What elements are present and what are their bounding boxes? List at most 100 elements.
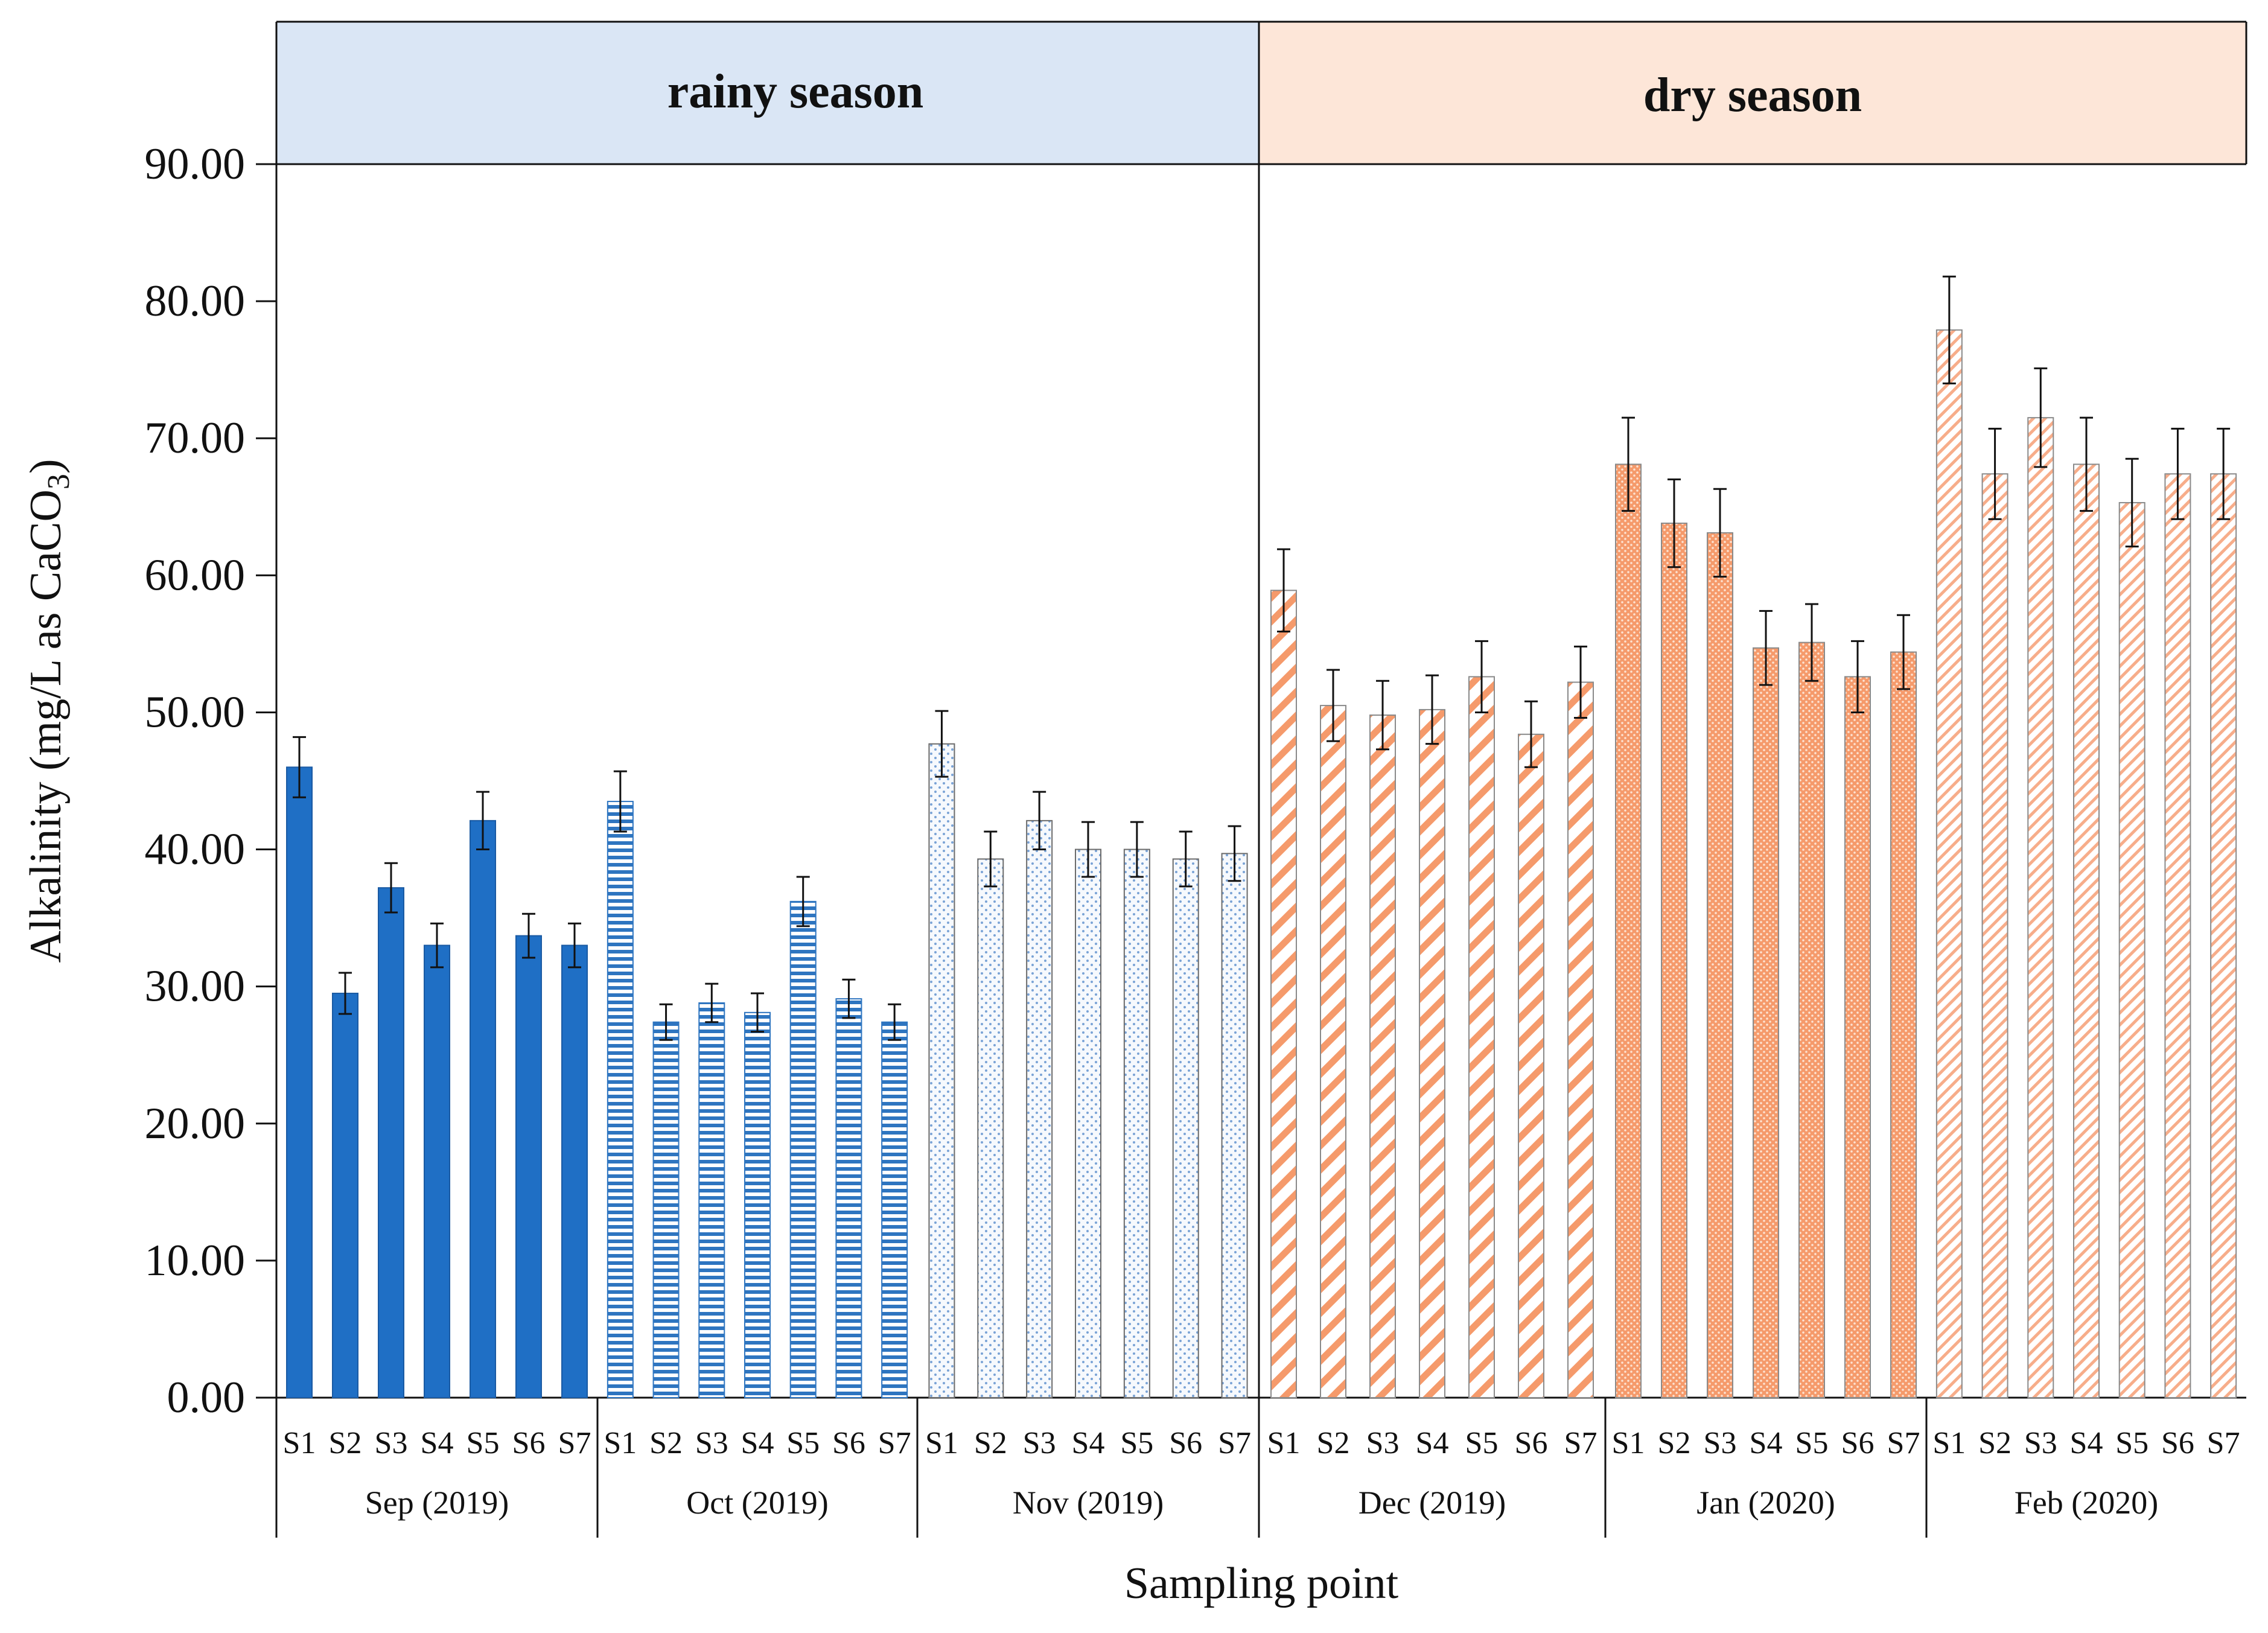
x-tick-label: S5 — [1795, 1426, 1829, 1460]
y-tick-label: 0.00 — [167, 1373, 246, 1422]
bar-oct-s5 — [789, 900, 817, 1398]
x-tick-label: S7 — [1887, 1426, 1920, 1460]
y-tick-label: 30.00 — [145, 962, 246, 1011]
bar-oct-s3 — [698, 1002, 725, 1399]
bar-nov-s5 — [1123, 848, 1150, 1398]
bar-dec-s2 — [1320, 705, 1346, 1398]
x-tick-label: S4 — [1750, 1426, 1783, 1460]
bar-feb-s2 — [1981, 473, 2008, 1398]
y-tick-label: 80.00 — [145, 276, 246, 326]
bar-sep-s2 — [332, 993, 358, 1398]
y-tick-label: 70.00 — [145, 413, 246, 463]
bar-sep-s1 — [286, 766, 313, 1398]
bar-dec-s5 — [1468, 676, 1495, 1398]
x-tick-label: S2 — [1317, 1426, 1350, 1460]
month-label: Dec (2019) — [1359, 1485, 1506, 1521]
bar-feb-s4 — [2073, 463, 2100, 1399]
x-tick-label: S6 — [1841, 1426, 1875, 1460]
x-tick-label: S5 — [1120, 1426, 1153, 1460]
bar-jan-s3 — [1707, 532, 1733, 1399]
x-tick-label: S3 — [1704, 1426, 1737, 1460]
y-axis-title-subscript: 3 — [42, 474, 76, 489]
y-axis-title-main: Alkalinity (mg/L as CaCO — [21, 489, 71, 963]
x-tick-label: S1 — [925, 1426, 958, 1460]
month-label: Nov (2019) — [1013, 1485, 1164, 1521]
x-tick-label: S4 — [2070, 1426, 2103, 1460]
x-tick-label: S1 — [283, 1426, 316, 1460]
y-tick-label: 40.00 — [145, 825, 246, 874]
bar-nov-s4 — [1075, 848, 1101, 1398]
bars — [286, 275, 2237, 1399]
x-tick-label: S1 — [604, 1426, 637, 1460]
bar-dec-s7 — [1567, 681, 1594, 1398]
x-tick-label: S2 — [329, 1426, 362, 1460]
x-tick-label: S5 — [786, 1426, 820, 1460]
x-tick-label: S7 — [878, 1426, 911, 1460]
x-tick-label: S6 — [2161, 1426, 2194, 1460]
bar-jan-s6 — [1844, 676, 1871, 1398]
dry-season-label: dry season — [1643, 69, 1862, 122]
bar-jan-s2 — [1661, 523, 1687, 1398]
bar-oct-s1 — [607, 801, 634, 1398]
x-tick-label: S4 — [1416, 1426, 1449, 1460]
x-tick-label: S3 — [1366, 1426, 1400, 1460]
y-tick-label: 10.00 — [145, 1236, 246, 1285]
x-tick-label: S4 — [1072, 1426, 1105, 1460]
bar-jan-s1 — [1615, 463, 1642, 1399]
bar-nov-s3 — [1026, 820, 1053, 1398]
bar-jan-s7 — [1890, 651, 1917, 1398]
x-tick-label: S7 — [1564, 1426, 1597, 1460]
month-label: Sep (2019) — [365, 1485, 509, 1521]
y-tick-label: 20.00 — [145, 1099, 246, 1148]
x-axis: S1 S2 S3 S4 S5 S6 S7 Sep (2019) S1 S2 S3 S4 S5 S6 S7 Oc… — [283, 1398, 2240, 1538]
x-tick-label: S2 — [1978, 1426, 2012, 1460]
dry-season-band — [1259, 22, 2246, 164]
bar-nov-s6 — [1172, 858, 1199, 1399]
x-tick-label: S4 — [741, 1426, 774, 1460]
bar-nov-s1 — [928, 743, 955, 1398]
bar-sep-s7 — [561, 944, 588, 1398]
bar-nov-s7 — [1221, 853, 1248, 1398]
x-tick-label: S3 — [1023, 1426, 1056, 1460]
x-tick-label: S5 — [467, 1426, 500, 1460]
bar-oct-s6 — [835, 998, 862, 1398]
x-tick-label: S3 — [2024, 1426, 2057, 1460]
x-tick-label: S3 — [375, 1426, 408, 1460]
x-tick-label: S1 — [1932, 1426, 1966, 1460]
bar-feb-s5 — [2118, 501, 2145, 1398]
bar-sep-s6 — [515, 935, 542, 1398]
x-tick-label: S6 — [512, 1426, 546, 1460]
y-tick-label: 50.00 — [145, 687, 246, 737]
bar-dec-s3 — [1369, 714, 1396, 1398]
bar-dec-s6 — [1518, 733, 1544, 1398]
rainy-season-label: rainy season — [667, 65, 924, 118]
month-label: Jan (2020) — [1696, 1485, 1835, 1521]
y-tick-label: 60.00 — [145, 550, 246, 600]
bar-sep-s3 — [378, 887, 404, 1398]
x-tick-label: S1 — [1267, 1426, 1301, 1460]
x-tick-label: S7 — [1218, 1426, 1251, 1460]
bar-dec-s1 — [1270, 590, 1297, 1398]
bar-feb-s1 — [1935, 329, 1963, 1398]
x-tick-label: S5 — [1465, 1426, 1499, 1460]
x-tick-label: S4 — [421, 1426, 454, 1460]
rainy-season-band — [276, 22, 1259, 164]
season-headers: rainy season dry season — [276, 22, 2246, 164]
bar-feb-s6 — [2164, 473, 2191, 1398]
x-tick-label: S5 — [2115, 1426, 2149, 1460]
month-label: Oct (2019) — [686, 1485, 828, 1521]
x-tick-label: S7 — [558, 1426, 591, 1460]
bar-dec-s4 — [1419, 708, 1445, 1398]
x-tick-label: S6 — [1515, 1426, 1548, 1460]
x-tick-label: S6 — [1169, 1426, 1202, 1460]
x-tick-label: S2 — [974, 1426, 1007, 1460]
y-axis-title: Alkalinity (mg/L as CaCO3) — [21, 459, 76, 963]
bar-sep-s4 — [424, 944, 450, 1398]
x-tick-label: S7 — [2207, 1426, 2240, 1460]
x-tick-label: S6 — [832, 1426, 865, 1460]
bar-jan-s5 — [1798, 641, 1825, 1398]
y-axis: 0.00 10.00 20.00 30.00 40.00 50.00 60.00 70.00 8… — [145, 139, 276, 1422]
bar-jan-s4 — [1753, 647, 1779, 1398]
bar-oct-s2 — [652, 1021, 680, 1398]
